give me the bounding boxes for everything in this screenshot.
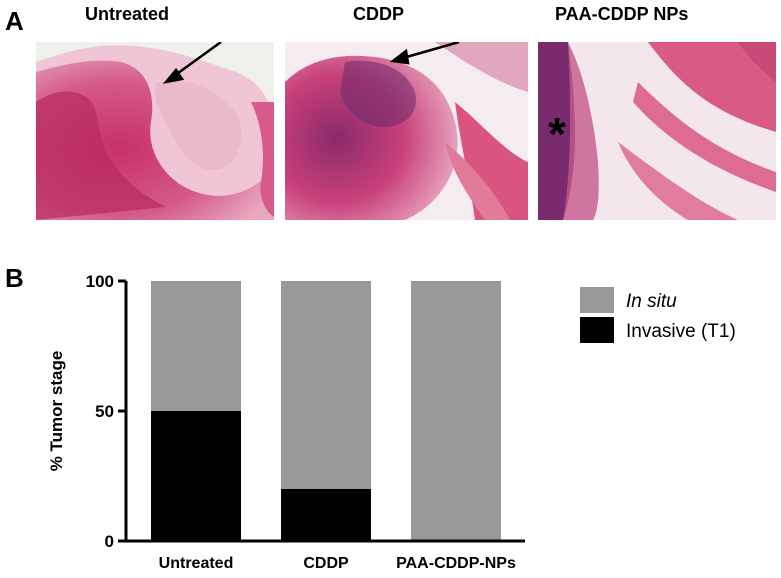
x-tick-label: CDDP [303,555,349,572]
image-title-cddp: CDDP [353,4,405,24]
stacked-bar-chart: % Tumor stage Untreated CDDP PAA-CDDP-NPs 0… [47,272,736,572]
y-tick-label: 100 [86,272,114,291]
bar-invasive-t1-cddp [281,489,371,541]
legend-swatch [580,317,614,343]
x-tick-label: PAA-CDDP-NPs [396,555,516,572]
bar-in-situ-untreated [151,281,241,411]
image-title-untreated: Untreated [85,4,170,24]
panel-b-letter: B [5,263,24,293]
bar-in-situ-paa-cddp-nps [411,281,501,541]
bar-in-situ-cddp [281,281,371,489]
arrow-icon [162,42,222,84]
y-tick-label: 50 [95,402,114,421]
legend-label: Invasive (T1) [626,321,736,342]
asterisk-marker: * [548,108,566,160]
bar-invasive-t1-untreated [151,411,241,541]
histology-image-paa-cddp-nps: * [538,42,776,220]
histology-image-cddp [285,42,528,220]
panel-a-letter: A [5,6,24,36]
y-tick-label: 0 [105,532,114,551]
legend-swatch [580,287,614,313]
arrow-icon [389,42,460,65]
y-axis-label: % Tumor stage [47,351,66,472]
image-title-paa-cddp-nps: PAA-CDDP NPs [555,4,689,24]
x-tick-label: Untreated [159,555,234,572]
histology-image-untreated [36,42,274,220]
legend-label: In situ [626,291,677,312]
